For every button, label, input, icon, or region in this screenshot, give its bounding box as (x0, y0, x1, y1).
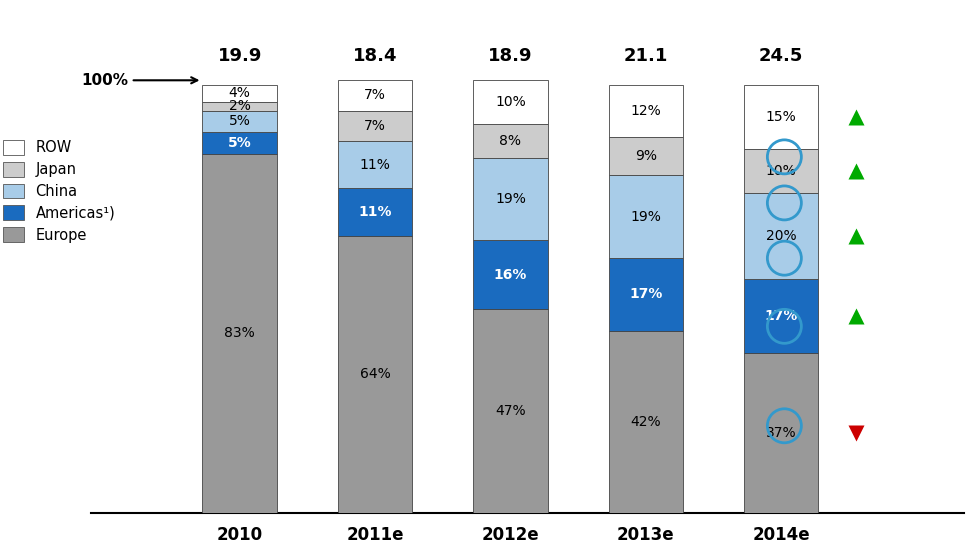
Text: 7%: 7% (364, 88, 386, 103)
Text: 16%: 16% (493, 268, 527, 282)
Bar (744, 353, 818, 513)
Text: 47%: 47% (495, 404, 526, 418)
Text: 19%: 19% (630, 209, 661, 224)
Text: 5%: 5% (229, 114, 251, 128)
Text: 2%: 2% (229, 99, 251, 113)
Bar (337, 236, 412, 513)
Bar (473, 124, 548, 158)
Text: 10%: 10% (765, 164, 797, 178)
Text: 11%: 11% (358, 205, 392, 219)
Text: 18.4: 18.4 (353, 47, 397, 65)
Bar (473, 240, 548, 310)
Bar (608, 84, 682, 137)
Bar (744, 84, 818, 149)
Bar (608, 175, 682, 258)
Text: 20%: 20% (765, 229, 797, 243)
Text: 19%: 19% (495, 192, 526, 206)
Bar (203, 154, 277, 513)
Text: 18.9: 18.9 (488, 47, 532, 65)
Legend: ROW, Japan, China, Americas¹), Europe: ROW, Japan, China, Americas¹), Europe (0, 134, 121, 249)
Text: 37%: 37% (765, 426, 797, 440)
Bar (744, 149, 818, 193)
Bar (337, 188, 412, 236)
Bar (608, 137, 682, 175)
Text: 5%: 5% (228, 136, 252, 150)
Text: 42%: 42% (631, 415, 661, 429)
Text: 8%: 8% (499, 134, 522, 148)
Bar (203, 110, 277, 132)
Text: 9%: 9% (635, 149, 657, 163)
Bar (337, 141, 412, 188)
Bar (473, 158, 548, 240)
Bar (608, 258, 682, 331)
Text: 4%: 4% (229, 86, 251, 100)
Bar (744, 279, 818, 353)
Text: 11%: 11% (360, 158, 390, 171)
Bar (744, 193, 818, 279)
Bar (337, 110, 412, 141)
Text: 24.5: 24.5 (759, 47, 803, 65)
Text: 100%: 100% (81, 73, 197, 88)
Text: 83%: 83% (224, 326, 255, 340)
Text: 21.1: 21.1 (624, 47, 668, 65)
Bar (203, 132, 277, 154)
Text: 17%: 17% (629, 287, 662, 301)
Text: 19.9: 19.9 (217, 47, 262, 65)
Bar (473, 80, 548, 124)
Text: 10%: 10% (495, 95, 526, 109)
Text: 12%: 12% (631, 104, 661, 118)
Text: 7%: 7% (364, 119, 386, 133)
Bar (203, 102, 277, 110)
Bar (337, 80, 412, 110)
Bar (608, 331, 682, 513)
Text: 64%: 64% (360, 367, 390, 381)
Text: 15%: 15% (765, 110, 797, 124)
Bar (203, 84, 277, 102)
Bar (473, 310, 548, 513)
Text: 17%: 17% (764, 309, 798, 323)
